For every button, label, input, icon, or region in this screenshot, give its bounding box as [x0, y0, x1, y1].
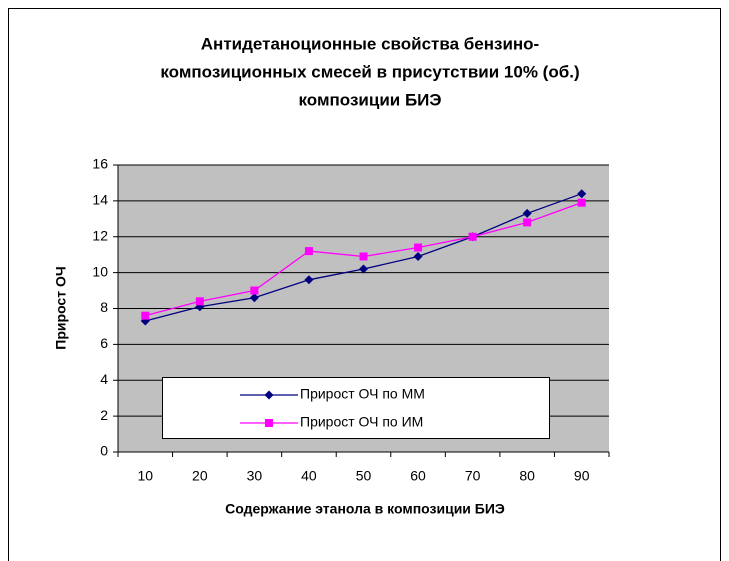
y-tick-label: 16	[92, 156, 108, 172]
y-axis-label: Прирост ОЧ	[53, 266, 69, 349]
marker	[468, 232, 477, 241]
legend-label: Прирост ОЧ по ИМ	[300, 414, 423, 430]
chart-title: композиции БИЭ	[299, 90, 442, 109]
y-tick-label: 14	[92, 192, 108, 208]
marker	[577, 189, 587, 199]
x-tick-label: 10	[137, 468, 153, 484]
x-axis-label: Содержание этанола в композиции БИЭ	[225, 501, 505, 517]
x-tick-label: 70	[465, 468, 481, 484]
y-tick-label: 2	[100, 407, 108, 423]
marker	[522, 208, 532, 218]
legend-marker	[265, 419, 273, 427]
x-tick-label: 80	[519, 468, 535, 484]
marker	[577, 198, 586, 207]
marker	[413, 251, 423, 261]
legend-label: Прирост ОЧ по ММ	[300, 386, 425, 402]
marker	[250, 286, 259, 295]
marker	[359, 252, 368, 261]
marker	[141, 311, 150, 320]
marker	[249, 293, 259, 303]
x-tick-label: 20	[192, 468, 208, 484]
y-tick-label: 8	[100, 299, 108, 315]
chart-border	[8, 8, 721, 561]
legend-marker	[264, 390, 274, 400]
chart-title: композиционных смесей в присутствии 10% …	[160, 62, 579, 81]
x-tick-label: 40	[301, 468, 317, 484]
x-tick-label: 90	[574, 468, 590, 484]
x-tick-label: 30	[247, 468, 263, 484]
chart-title: Антидетаноционные свойства бензино-	[201, 34, 539, 53]
y-tick-label: 0	[100, 443, 108, 459]
marker	[414, 243, 423, 252]
x-tick-label: 60	[410, 468, 426, 484]
y-tick-label: 6	[100, 335, 108, 351]
marker	[304, 275, 314, 285]
y-tick-label: 12	[92, 227, 108, 243]
marker	[523, 218, 532, 227]
x-tick-label: 50	[356, 468, 372, 484]
legend	[162, 377, 550, 439]
marker	[304, 247, 313, 256]
marker	[195, 297, 204, 306]
y-tick-label: 10	[92, 263, 108, 279]
marker	[359, 264, 368, 274]
y-tick-label: 4	[100, 371, 108, 387]
